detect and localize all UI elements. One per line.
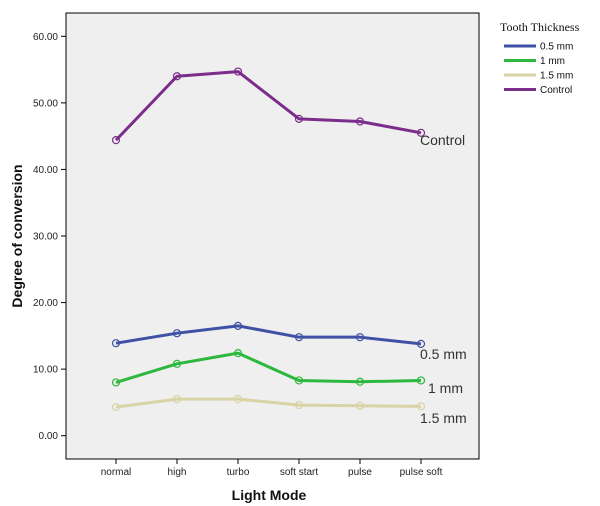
series-1-5-mm bbox=[111, 394, 426, 412]
data-point bbox=[355, 377, 365, 386]
y-tick-label: 0.00 bbox=[39, 431, 59, 442]
y-tick-label: 50.00 bbox=[33, 98, 58, 109]
y-axis-title: Degree of conversion bbox=[9, 164, 25, 307]
data-point bbox=[416, 402, 426, 411]
data-point bbox=[233, 67, 243, 76]
y-tick-label: 10.00 bbox=[33, 365, 58, 376]
series-label: 0.5 mm bbox=[420, 346, 467, 362]
legend-label: 1 mm bbox=[540, 56, 565, 67]
series-line bbox=[114, 70, 422, 142]
data-point bbox=[233, 394, 243, 404]
data-point bbox=[416, 376, 426, 385]
data-point bbox=[172, 359, 182, 368]
y-axis: 0.00 10.00 20.00 30.00 40.00 50.00 60.00 bbox=[33, 32, 66, 442]
x-tick-label: pulse bbox=[348, 467, 372, 478]
legend-title: Tooth Thickness bbox=[500, 20, 580, 34]
data-point bbox=[355, 401, 365, 410]
y-tick-label: 60.00 bbox=[33, 32, 58, 43]
series-layer bbox=[111, 67, 426, 412]
data-point bbox=[111, 136, 121, 145]
legend-label: Control bbox=[540, 85, 572, 96]
data-point bbox=[111, 378, 121, 387]
data-point bbox=[233, 349, 243, 358]
plot-area bbox=[65, 12, 480, 460]
x-tick-label: normal bbox=[101, 467, 132, 478]
series-line bbox=[115, 351, 422, 384]
data-point bbox=[294, 376, 304, 385]
data-point bbox=[416, 128, 426, 137]
legend-label: 1.5 mm bbox=[540, 71, 573, 82]
data-point bbox=[294, 114, 304, 123]
data-point bbox=[172, 329, 182, 338]
x-tick-label: high bbox=[168, 467, 187, 478]
legend-label: 0.5 mm bbox=[540, 42, 573, 53]
x-tick-label: pulse soft bbox=[400, 467, 443, 478]
data-point bbox=[355, 117, 365, 126]
legend: Tooth Thickness 0.5 mm 1 mm 1.5 mm Control bbox=[500, 20, 580, 96]
series-line bbox=[115, 324, 422, 346]
series-1-mm bbox=[111, 349, 426, 387]
x-tick-label: soft start bbox=[280, 467, 319, 478]
data-point bbox=[172, 72, 182, 81]
y-tick-label: 30.00 bbox=[33, 232, 58, 243]
data-point bbox=[233, 321, 243, 330]
data-point bbox=[111, 339, 121, 348]
data-point bbox=[172, 394, 182, 404]
x-tick-label: turbo bbox=[227, 467, 250, 478]
data-point bbox=[355, 333, 365, 342]
series-line bbox=[115, 397, 422, 409]
x-axis-title: Light Mode bbox=[232, 487, 307, 503]
y-tick-label: 20.00 bbox=[33, 298, 58, 309]
data-point bbox=[111, 402, 121, 412]
series-label: 1 mm bbox=[428, 380, 463, 396]
series-0-5-mm bbox=[111, 321, 426, 348]
series-control bbox=[111, 67, 426, 145]
x-axis: normal high turbo soft start pulse pulse soft bbox=[101, 459, 443, 478]
series-labels: Control 0.5 mm 1 mm 1.5 mm bbox=[420, 132, 467, 426]
data-point bbox=[294, 400, 304, 410]
y-tick-label: 40.00 bbox=[33, 165, 58, 176]
data-point bbox=[294, 333, 304, 342]
series-label: 1.5 mm bbox=[420, 410, 467, 426]
data-point bbox=[416, 339, 426, 348]
series-label: Control bbox=[420, 132, 465, 148]
